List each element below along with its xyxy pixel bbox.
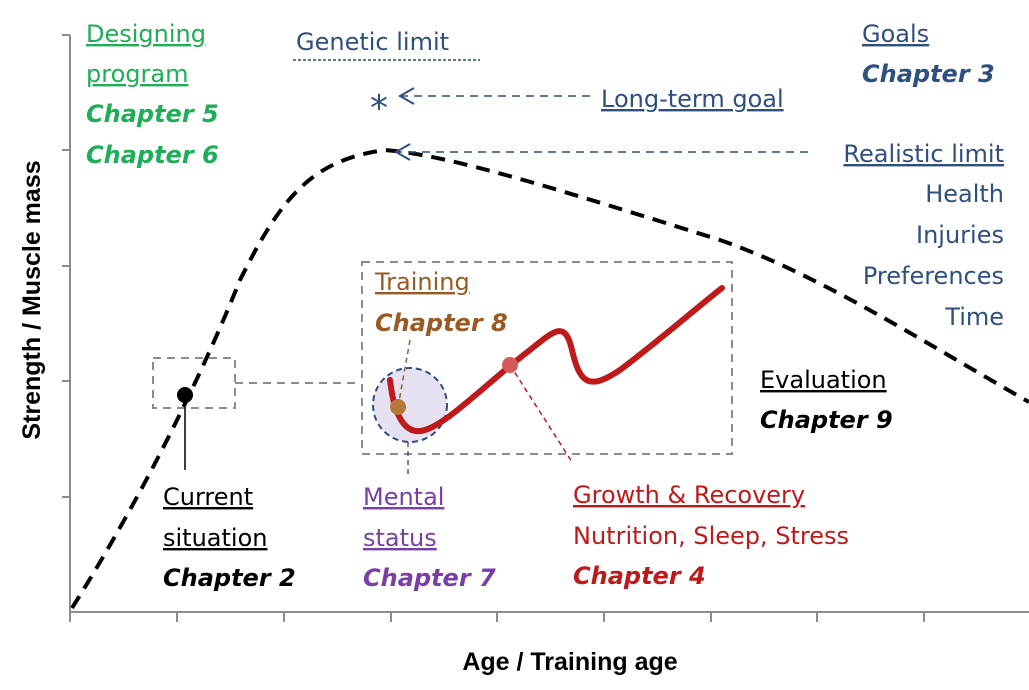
designing-chapter-5: Chapter 5: [86, 100, 219, 128]
growth-point: [502, 357, 518, 373]
designing-chapter-6: Chapter 6: [86, 141, 219, 169]
constraint-health: Health: [925, 180, 1004, 208]
mental-chapter: Chapter 7: [363, 564, 496, 592]
growth-curve: [387, 285, 725, 435]
long-term-goal-arrowhead: [397, 87, 415, 105]
training-label: Training: [374, 268, 470, 296]
constraint-preferences: Preferences: [863, 262, 1004, 290]
designing-line2: program: [86, 60, 188, 88]
realistic-limit-arrowhead: [393, 143, 411, 161]
evaluation-chapter: Chapter 9: [760, 406, 893, 434]
current-line2: situation: [163, 524, 267, 552]
current-chapter: Chapter 2: [163, 564, 296, 592]
growth-chapter: Chapter 4: [573, 562, 706, 590]
long-term-goal-label: Long-term goal: [601, 85, 784, 113]
constraint-injuries: Injuries: [916, 221, 1004, 249]
growth-label: Growth & Recovery: [573, 481, 805, 509]
growth-sub: Nutrition, Sleep, Stress: [573, 522, 849, 550]
y-axis-label: Strength / Muscle mass: [18, 160, 46, 439]
long-term-goal-star: *: [370, 88, 388, 129]
detail-zoom-box: [361, 261, 733, 455]
designing-line1: Designing: [86, 20, 206, 48]
constraint-time: Time: [944, 303, 1004, 331]
growth-pointer: [509, 364, 573, 463]
current-line1: Current: [163, 483, 253, 511]
mental-line2: status: [363, 524, 437, 552]
training-point: [390, 399, 406, 415]
y-axis-ticks: [62, 34, 70, 498]
mental-line1: Mental: [363, 483, 444, 511]
training-pointer: [397, 339, 411, 408]
genetic-limit-label: Genetic limit: [296, 28, 449, 56]
realistic-limit-label: Realistic limit: [843, 140, 1004, 168]
training-chapter: Chapter 8: [375, 309, 508, 337]
evaluation-label: Evaluation: [760, 366, 887, 394]
current-zoom-box: [152, 357, 236, 409]
goals-chapter: Chapter 3: [862, 60, 995, 88]
goals-label: Goals: [862, 20, 929, 48]
x-axis-label: Age / Training age: [462, 648, 677, 676]
x-axis-ticks: [69, 612, 925, 622]
